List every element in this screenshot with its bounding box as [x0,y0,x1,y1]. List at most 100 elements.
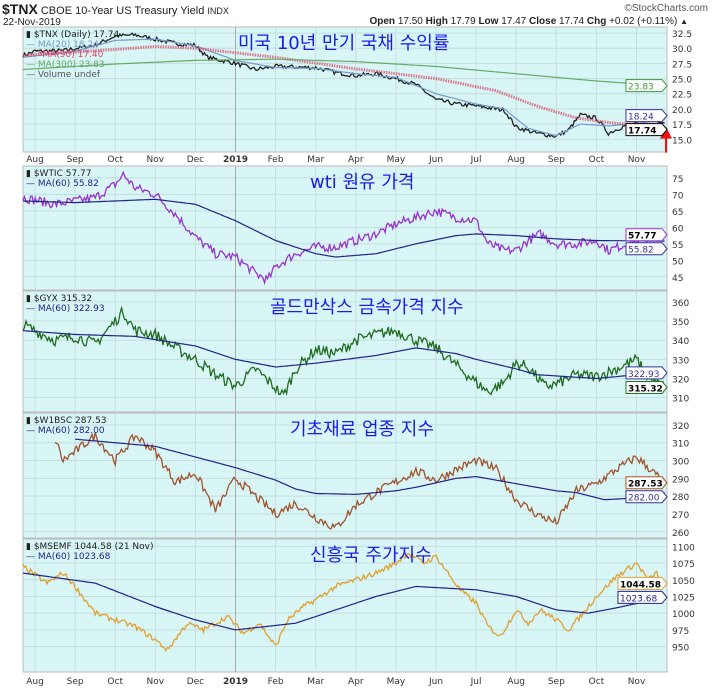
x-axis-label-top: Aug [507,155,525,165]
y-tick-label: 300 [672,458,689,468]
legend-entry: ▮ $W1BSC 287.53 [26,416,107,426]
y-tick-label: 330 [672,356,689,366]
plot-area [22,290,668,413]
price-badge [625,366,668,380]
x-axis-label-bottom: Nov [147,677,165,687]
x-axis-label-bottom: Nov [628,677,646,687]
series-line-ma300 [22,58,665,87]
y-tick-label: 1075 [672,560,695,570]
legend-entry: — Volume undef [26,70,101,80]
price-badge [625,476,668,490]
x-axis-label-top: Feb [268,155,284,165]
price-badge [625,109,668,123]
y-tick-label: 310 [672,395,689,405]
panel-annotation-title: 미국 10년 만기 국채 수익률 [238,33,449,54]
x-axis-label-top: 2019 [223,155,248,165]
x-axis-label-top: Sep [67,155,84,165]
x-axis-label-top: Sep [548,155,565,165]
price-badge-value: 23.83 [628,83,654,93]
exchange: INDX [207,6,229,16]
series-line-wtic [22,170,665,286]
y-tick-label: 360 [672,299,689,309]
x-axis-label-bottom: 2019 [223,677,248,687]
legend-entry: — *MA(90) 17.40 [26,50,104,60]
price-badge-value: 1023.68 [620,594,657,604]
change-up-icon: ▲ [680,17,688,26]
y-tick-label: 280 [672,493,689,503]
x-axis-label-bottom: May [387,677,406,687]
y-tick-label: 15.0 [672,136,692,146]
y-tick-label: 22.5 [672,91,692,101]
x-axis-label-top: Nov [628,155,646,165]
plot-area [22,538,668,673]
legend-entry: ▮ $MSEMF 1044.58 (21 Nov) [26,542,154,552]
y-tick-label: 270 [672,511,689,521]
y-tick-label: 320 [672,422,689,432]
y-tick-label: 975 [672,627,689,637]
x-axis-label-bottom: Jun [428,677,443,687]
brand-link[interactable]: ©StockCharts.com [624,3,708,14]
y-tick-label: 310 [672,440,689,450]
series-line-msemf [22,552,666,652]
y-tick-label: 950 [672,644,689,654]
price-badge-value: 322.93 [628,370,660,380]
y-tick-label: 65 [672,208,683,218]
series-line-ma20 [22,38,665,137]
x-axis-label-top: May [387,155,406,165]
x-axis-label-top: Apr [348,155,364,165]
x-axis-label-bottom: Jul [470,677,482,687]
x-axis-label-bottom: Aug [26,677,44,687]
price-badge-value: 315.32 [628,384,663,394]
y-tick-label: 290 [672,475,689,485]
legend-entry: — MA(300) 23.83 [26,60,105,70]
x-axis-label-top: Nov [147,155,165,165]
x-axis-label-bottom: Apr [348,677,364,687]
x-axis-label-bottom: Mar [307,677,324,687]
series-line-ma90 [22,44,665,127]
y-tick-label: 260 [672,529,689,539]
series-line-gyx [22,305,666,397]
price-badge-value: 282.00 [628,494,660,504]
series-line-ma60 [22,330,665,380]
x-axis-label-bottom: Feb [268,677,284,687]
price-badge-value: 287.53 [628,480,663,490]
x-axis-label-top: Aug [26,155,44,165]
legend-entry: — MA(60) 322.93 [26,304,105,314]
high-value: 17.79 [450,16,476,27]
y-tick-label: 17.5 [672,121,692,131]
panel-annotation-title: 기초재료 업종 지수 [290,419,434,440]
x-axis-label-top: Mar [307,155,324,165]
series-line-ma60 [75,438,665,501]
series-line-w1bsc [54,432,666,530]
y-tick-label: 1100 [672,543,695,553]
price-badge [625,228,668,242]
legend-entry: ▮ $GYX 315.32 [26,294,92,304]
y-tick-label: 55 [672,241,683,251]
y-tick-label: 320 [672,375,689,385]
price-badge-value: 18.24 [628,113,654,123]
y-tick-label: 30.0 [672,45,692,55]
price-badge [625,242,668,256]
x-axis-label-bottom: Dec [187,677,204,687]
y-tick-label: 70 [672,191,684,201]
x-axis-label-bottom: Oct [589,677,605,687]
price-badge [617,590,668,604]
y-tick-label: 20.0 [672,106,692,116]
security-name: CBOE 10-Year US Treasury Yield [40,5,205,17]
y-tick-label: 27.5 [672,60,692,70]
legend-entry: ▮ $TNX (Daily) 17.74 [26,30,119,40]
price-badge-value: 57.77 [628,232,656,242]
panel-1: 32.5 30.0 27.5 25.0 22.5 20.0 17.5 15.0 ▮ $TNX (… [22,26,692,153]
y-tick-label: 25.0 [672,76,692,86]
price-badge [617,576,668,590]
x-axis-label-bottom: Sep [548,677,565,687]
x-axis-label-bottom: Aug [507,677,525,687]
price-badge [625,123,668,137]
panel-4: 320 310 300 290 280 270 260 ▮ $W1BSC 287.53— MA… [22,412,689,539]
series-line-ma60 [23,198,665,258]
y-tick-label: 45 [672,274,683,284]
x-axis-label-bottom: Sep [67,677,84,687]
close-value: 17.74 [559,16,585,27]
legend-entry: ▮ $WTIC 57.77 [26,169,92,179]
